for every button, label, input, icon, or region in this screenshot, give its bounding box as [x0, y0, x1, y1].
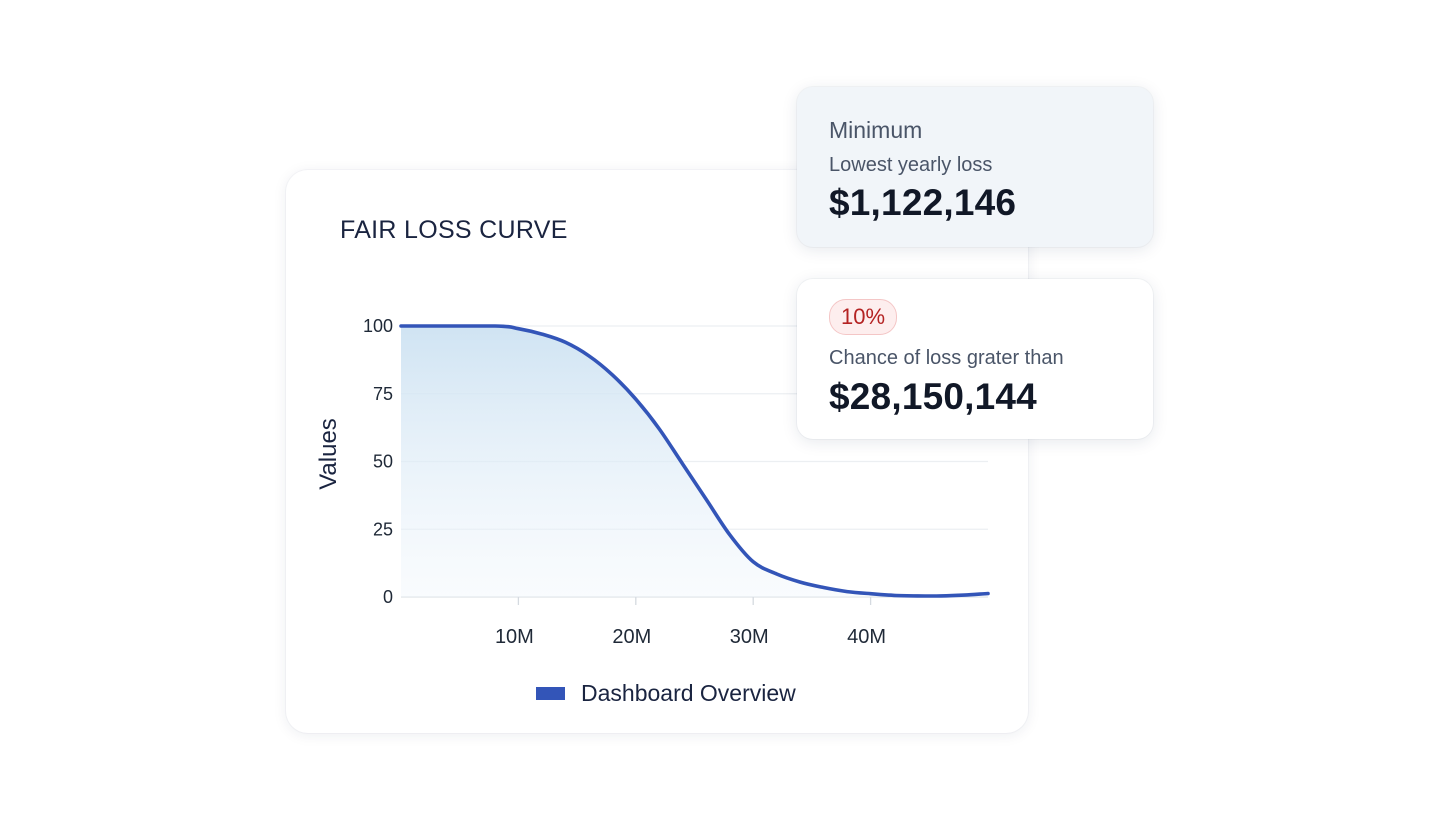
y-tick-label: 0 — [383, 587, 393, 607]
minimum-heading: Minimum — [829, 117, 923, 143]
x-tick-label: 10M — [495, 626, 534, 648]
minimum-subtitle: Lowest yearly loss — [829, 154, 993, 176]
loss-curve-chart: 0 25 50 75 100 10M 20M 30M 40M Values — [315, 316, 990, 648]
legend-label: Dashboard Overview — [581, 680, 796, 706]
chart-legend: Dashboard Overview — [536, 680, 796, 707]
x-tick-label: 20M — [612, 626, 651, 648]
y-tick-label: 75 — [373, 384, 393, 404]
series-area-fill — [401, 326, 988, 597]
loss-chance-card: 10% Chance of loss grater than $28,150,1… — [797, 279, 1153, 439]
x-tick-label: 30M — [730, 626, 769, 648]
y-tick-label: 25 — [373, 519, 393, 539]
chance-subtitle: Chance of loss grater than — [829, 347, 1064, 369]
y-tick-label: 100 — [363, 316, 393, 336]
chart-title: FAIR LOSS CURVE — [340, 216, 568, 244]
x-tick-label: 40M — [847, 626, 886, 648]
legend-swatch — [536, 687, 565, 700]
series-line — [399, 324, 990, 598]
minimum-value: $1,122,146 — [829, 182, 1017, 223]
chance-value: $28,150,144 — [829, 376, 1037, 417]
y-tick-label: 50 — [373, 452, 393, 472]
probability-badge: 10% — [829, 299, 898, 335]
loss-curve-card: FAIR LOSS CURVE 0 25 50 75 100 10M 20M 30M 40M V… — [286, 170, 1028, 733]
y-axis-label: Values — [315, 418, 342, 490]
minimum-loss-card: Minimum Lowest yearly loss $1,122,146 — [797, 87, 1153, 247]
